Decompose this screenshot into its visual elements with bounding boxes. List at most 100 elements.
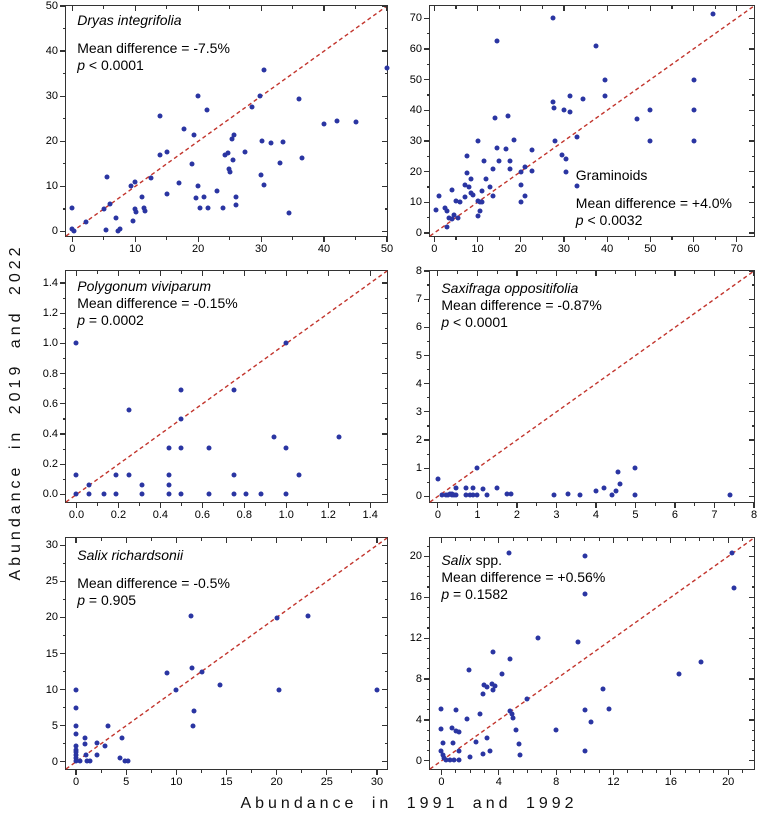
tick-mark — [751, 425, 754, 427]
mean-difference-text: Mean difference = +4.0% — [575, 195, 732, 211]
tick-mark — [376, 769, 378, 775]
y-tick-label: 25 — [45, 575, 58, 588]
data-point — [73, 747, 79, 752]
tick-mark — [469, 538, 471, 541]
data-point — [193, 195, 199, 201]
data-point — [467, 754, 473, 760]
panel-annotation: Salix richardsonii Mean difference = -0.5… — [77, 547, 230, 609]
tick-mark — [62, 73, 66, 75]
tick-mark — [382, 616, 387, 618]
data-point — [296, 472, 302, 478]
tick-mark — [424, 411, 430, 413]
data-point — [73, 687, 79, 693]
panel-saxifraga-oppositifolia: 0 0 1 1 2 2 3 3 4 4 5 5 6 6 7 7 8 8 Saxifraga oppositifoli… — [416, 265, 757, 521]
data-point — [496, 158, 502, 164]
y-tick-label: 20 — [45, 135, 58, 148]
data-point — [575, 639, 581, 645]
panel-title: Dryas integrifolia — [77, 12, 230, 29]
x-tick-label: 70 — [730, 243, 743, 255]
data-point — [374, 687, 380, 693]
data-point — [553, 727, 559, 733]
tick-mark — [433, 6, 435, 11]
data-point — [507, 656, 513, 662]
tick-mark — [612, 769, 615, 775]
tick-mark — [382, 50, 387, 52]
tick-mark — [60, 616, 66, 618]
x-tick-label: 6 — [671, 509, 679, 521]
data-point — [477, 711, 483, 717]
data-point — [336, 434, 342, 440]
tick-mark — [424, 637, 430, 639]
data-point — [384, 65, 390, 71]
tick-mark — [498, 6, 500, 9]
data-point — [214, 188, 220, 194]
tick-mark — [222, 502, 224, 506]
tick-mark — [424, 140, 430, 142]
tick-mark — [384, 634, 387, 637]
data-point — [466, 184, 472, 190]
tick-mark — [455, 6, 457, 9]
tick-mark — [516, 271, 518, 276]
x-tick-label: 1.0 — [278, 509, 294, 521]
data-point — [490, 649, 496, 655]
p-value: < 0.0032 — [583, 212, 643, 228]
data-point — [632, 465, 638, 471]
tick-mark — [285, 271, 287, 276]
data-point — [276, 687, 282, 693]
data-point — [122, 758, 128, 764]
data-point — [593, 43, 599, 49]
data-point — [220, 205, 226, 211]
tick-mark — [306, 271, 308, 274]
data-point — [178, 445, 184, 451]
data-point — [507, 708, 513, 714]
p-symbol: p — [441, 585, 450, 602]
data-point — [507, 158, 513, 164]
tick-mark — [541, 236, 543, 240]
data-point — [101, 206, 107, 212]
tick-mark — [751, 688, 754, 690]
tick-mark — [71, 6, 73, 11]
tick-mark — [455, 769, 457, 773]
tick-mark — [749, 760, 754, 762]
tick-mark — [575, 271, 577, 274]
tick-mark — [159, 271, 161, 276]
tick-mark — [713, 538, 715, 541]
panel-title-italic: Salix — [441, 551, 472, 568]
data-point — [517, 752, 523, 758]
data-point — [535, 635, 541, 641]
panel-title: Polygonum viviparum — [77, 278, 237, 295]
tick-mark — [384, 388, 387, 390]
x-tick-label: 25 — [320, 776, 333, 788]
tick-mark — [520, 236, 522, 242]
tick-mark — [753, 271, 755, 276]
tick-mark — [498, 236, 500, 240]
tick-mark — [103, 236, 105, 240]
data-point — [438, 726, 444, 732]
data-point — [499, 671, 505, 677]
tick-mark — [323, 6, 325, 11]
data-point — [464, 716, 470, 722]
data-point — [456, 748, 462, 754]
tick-mark — [749, 383, 754, 385]
tick-mark — [512, 769, 514, 773]
data-point — [157, 113, 163, 119]
tick-mark — [749, 596, 754, 598]
data-point — [259, 138, 265, 144]
data-point — [353, 119, 359, 125]
p-value-text: p = 0.0002 — [77, 312, 237, 329]
data-point — [729, 550, 735, 556]
x-tick-label: 0.4 — [152, 509, 169, 521]
data-point — [529, 168, 535, 174]
x-tick-label: 2 — [513, 509, 520, 521]
data-point — [243, 491, 249, 497]
tick-mark — [751, 627, 754, 629]
data-point — [588, 719, 594, 725]
tick-mark — [75, 502, 78, 508]
x-tick-label: 0.6 — [194, 509, 211, 521]
tick-mark — [426, 709, 430, 711]
data-point — [606, 706, 612, 712]
tick-mark — [180, 271, 182, 274]
tick-mark — [670, 538, 672, 543]
data-point — [283, 491, 289, 497]
data-point — [439, 492, 445, 498]
